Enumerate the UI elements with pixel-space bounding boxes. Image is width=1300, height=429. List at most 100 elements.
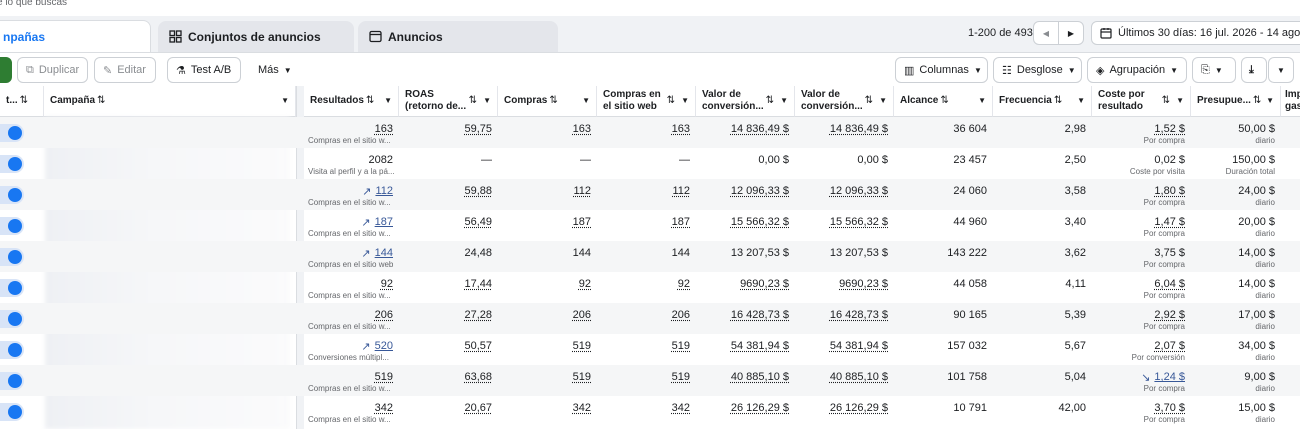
col-results-header[interactable]: Resultados ⇅ ▼ xyxy=(304,86,399,117)
cell-value[interactable]: 17,44 xyxy=(464,278,492,290)
date-range-picker[interactable]: Últimos 30 días: 16 jul. 2026 - 14 ago. … xyxy=(1091,21,1300,45)
cell-value[interactable]: 14 836,49 $ xyxy=(829,123,888,135)
cell-value[interactable]: 54 381,94 $ xyxy=(829,340,888,352)
cell-value[interactable]: 1,52 $ xyxy=(1154,123,1185,135)
reports-button[interactable]: ⎘ ▼ xyxy=(1192,57,1236,83)
cell-value[interactable]: 27,28 xyxy=(464,309,492,321)
cell-value[interactable]: 206 xyxy=(671,309,690,321)
cell-value[interactable]: 3,70 $ xyxy=(1154,402,1185,414)
columns-button[interactable]: ▥ Columnas ▼ xyxy=(895,57,988,83)
grouping-button[interactable]: ◈ Agrupación ▼ xyxy=(1087,57,1187,83)
campaign-toggle[interactable] xyxy=(0,186,24,204)
cell-value[interactable]: 187 xyxy=(374,216,393,228)
col-status-header[interactable]: t... ⇅ xyxy=(0,86,44,117)
table-row[interactable]: ↗ 144 Compras en el sitio web 24,48 144 144 13… xyxy=(0,241,1300,272)
cell-value[interactable]: 206 xyxy=(572,309,591,321)
cell-value[interactable]: 9690,23 $ xyxy=(740,278,789,290)
breakdown-button[interactable]: ☷ Desglose ▼ xyxy=(993,57,1082,83)
create-button[interactable] xyxy=(0,57,12,83)
cell-value[interactable]: 342 xyxy=(671,402,690,414)
next-page-button[interactable]: ▶ xyxy=(1058,21,1084,45)
col-spent-header[interactable]: Imp gas xyxy=(1281,86,1300,117)
ab-test-button[interactable]: ⚗ Test A/B xyxy=(167,57,241,83)
cell-value[interactable]: 163 xyxy=(374,123,393,135)
campaign-toggle[interactable] xyxy=(0,279,24,297)
cell-value[interactable]: 15 566,32 $ xyxy=(730,216,789,228)
export-button[interactable]: ⤓ xyxy=(1241,57,1267,83)
more-button[interactable]: Más ▼ xyxy=(250,57,298,83)
cell-value[interactable]: 1,24 $ xyxy=(1154,371,1185,383)
tab-ads[interactable]: Anuncios xyxy=(358,21,558,52)
cell-value[interactable]: 342 xyxy=(374,402,393,414)
campaign-toggle[interactable] xyxy=(0,217,24,235)
cell-value[interactable]: 519 xyxy=(671,340,690,352)
edit-button[interactable]: ✎ Editar xyxy=(94,57,156,83)
cell-value[interactable]: 26 126,29 $ xyxy=(829,402,888,414)
search-hint[interactable]: e lo que buscas xyxy=(0,0,68,8)
cell-value[interactable]: 6,04 $ xyxy=(1154,278,1185,290)
cell-value[interactable]: 187 xyxy=(572,216,591,228)
cell-value[interactable]: 519 xyxy=(671,371,690,383)
cell-value[interactable]: 163 xyxy=(671,123,690,135)
table-row[interactable]: 206 Compras en el sitio w... 27,28 206 206 16… xyxy=(0,303,1300,334)
export-options-button[interactable]: ▼ xyxy=(1268,57,1294,83)
cell-value[interactable]: 20,67 xyxy=(464,402,492,414)
campaign-toggle[interactable] xyxy=(0,372,24,390)
table-row[interactable]: 519 Compras en el sitio w... 63,68 519 519 40… xyxy=(0,365,1300,396)
cell-value[interactable]: 92 xyxy=(677,278,690,290)
col-site-purchases-header[interactable]: Compras en el sitio web ⇅ ▼ xyxy=(597,86,696,117)
col-cost-per-result-header[interactable]: Coste por resultado ⇅ ▼ xyxy=(1092,86,1191,117)
table-row[interactable]: 163 Compras en el sitio w... 59,75 163 163 14… xyxy=(0,117,1300,148)
cell-value[interactable]: 59,88 xyxy=(464,185,492,197)
cell-value[interactable]: 1,80 $ xyxy=(1154,185,1185,197)
cell-value[interactable]: 163 xyxy=(572,123,591,135)
cell-value[interactable]: 112 xyxy=(573,185,591,197)
col-budget-header[interactable]: Presupue... ⇅ ▼ xyxy=(1191,86,1281,117)
campaign-toggle[interactable] xyxy=(0,341,24,359)
tab-ad-sets[interactable]: Conjuntos de anuncios xyxy=(158,21,354,52)
prev-page-button[interactable]: ◀ xyxy=(1033,21,1059,45)
cell-value[interactable]: 12 096,33 $ xyxy=(829,185,888,197)
campaign-toggle[interactable] xyxy=(0,248,24,266)
cell-value[interactable]: 519 xyxy=(374,371,393,383)
trend-value[interactable]: ↗ 187 xyxy=(361,216,393,229)
cell-value[interactable]: 56,49 xyxy=(464,216,492,228)
cell-value[interactable]: 9690,23 $ xyxy=(839,278,888,290)
cell-value[interactable]: 63,68 xyxy=(464,371,492,383)
cell-value[interactable]: 2,92 $ xyxy=(1154,309,1185,321)
cell-value[interactable]: 520 xyxy=(374,340,393,352)
cell-value[interactable]: 112 xyxy=(672,185,690,197)
table-row[interactable]: 342 Compras en el sitio w... 20,67 342 342 26… xyxy=(0,396,1300,427)
cell-value[interactable]: 342 xyxy=(572,402,591,414)
cell-value[interactable]: 16 428,73 $ xyxy=(730,309,789,321)
cell-value[interactable]: 14 836,49 $ xyxy=(730,123,789,135)
col-purchases-header[interactable]: Compras ⇅ ▼ xyxy=(498,86,597,117)
cell-value[interactable]: 519 xyxy=(572,340,591,352)
cell-value[interactable]: 54 381,94 $ xyxy=(730,340,789,352)
cell-value[interactable]: 206 xyxy=(374,309,393,321)
cell-value[interactable]: 519 xyxy=(572,371,591,383)
campaign-toggle[interactable] xyxy=(0,155,24,173)
table-row[interactable]: ↗ 520 Conversiones múltipl... 50,57 519 519 54… xyxy=(0,334,1300,365)
campaign-toggle[interactable] xyxy=(0,310,24,328)
cell-value[interactable]: 50,57 xyxy=(464,340,492,352)
tab-campaigns[interactable]: npañas xyxy=(0,20,151,52)
col-conv-value-1-header[interactable]: Valor de conversión... ⇅ ▼ xyxy=(696,86,795,117)
table-row[interactable]: 92 Compras en el sitio w... 17,44 92 92 9690,… xyxy=(0,272,1300,303)
cell-value[interactable]: 16 428,73 $ xyxy=(829,309,888,321)
cell-value[interactable]: 187 xyxy=(671,216,690,228)
trend-value[interactable]: ↗ 144 xyxy=(361,247,393,260)
cell-value[interactable]: 40 885,10 $ xyxy=(829,371,888,383)
cell-value[interactable]: 12 096,33 $ xyxy=(730,185,789,197)
cell-value[interactable]: 59,75 xyxy=(464,123,492,135)
col-conv-value-2-header[interactable]: Valor de conversión... ⇅ ▼ xyxy=(795,86,894,117)
cell-value[interactable]: 92 xyxy=(578,278,591,290)
duplicate-button[interactable]: ⧉ Duplicar xyxy=(17,57,88,83)
cell-value[interactable]: 26 126,29 $ xyxy=(730,402,789,414)
cell-value[interactable]: 92 xyxy=(380,278,393,290)
table-row[interactable]: 2082 Visita al perfil y a la pá... — — — 0,00… xyxy=(0,148,1300,179)
cell-value[interactable]: 40 885,10 $ xyxy=(730,371,789,383)
table-row[interactable]: ↗ 187 Compras en el sitio w... 56,49 187 187 1… xyxy=(0,210,1300,241)
trend-value[interactable]: ↗ 520 xyxy=(361,340,393,353)
col-roas-header[interactable]: ROAS (retorno de... ⇅ ▼ xyxy=(399,86,498,117)
